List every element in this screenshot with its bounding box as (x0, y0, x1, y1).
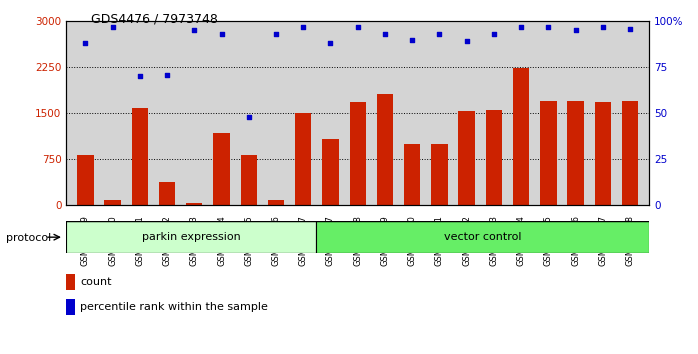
Text: parkin expression: parkin expression (142, 232, 241, 242)
Bar (316, 221, 649, 253)
Bar (622, 101, 638, 205)
Point (352, 24, 364, 30)
Point (597, 24, 609, 30)
Bar (77, 155, 94, 205)
Text: percentile rank within the sample: percentile rank within the sample (80, 302, 268, 312)
Point (188, 28, 200, 33)
Bar (350, 102, 366, 205)
Point (489, 31, 500, 37)
Point (434, 31, 445, 37)
Bar (486, 110, 502, 205)
Point (216, 31, 227, 37)
Bar (377, 94, 393, 205)
Text: GDS4476 / 7973748: GDS4476 / 7973748 (91, 12, 218, 25)
Point (297, 24, 309, 30)
Bar (105, 200, 121, 205)
Text: protocol: protocol (6, 233, 51, 243)
Point (134, 74, 145, 79)
Bar (540, 101, 556, 205)
Bar (159, 182, 175, 205)
Point (161, 72, 172, 78)
Text: vector control: vector control (444, 232, 521, 242)
Point (461, 39, 473, 44)
Bar (595, 102, 611, 205)
Point (80, 40, 91, 46)
Point (380, 31, 391, 37)
Bar (459, 112, 475, 205)
Text: count: count (80, 278, 112, 287)
Bar (431, 144, 447, 205)
Point (407, 37, 418, 42)
Point (243, 114, 254, 120)
Point (625, 26, 636, 32)
Point (570, 28, 581, 33)
Bar (513, 68, 529, 205)
Bar (132, 108, 148, 205)
Bar (322, 139, 339, 205)
Point (270, 31, 281, 37)
Point (107, 24, 118, 30)
Bar (567, 101, 584, 205)
Bar (268, 200, 284, 205)
Bar (214, 133, 230, 205)
Bar (186, 204, 202, 205)
Bar (241, 155, 257, 205)
Bar (295, 113, 311, 205)
Point (516, 24, 527, 30)
Bar (404, 144, 420, 205)
Bar (66, 221, 316, 253)
Point (325, 40, 336, 46)
Point (543, 24, 554, 30)
